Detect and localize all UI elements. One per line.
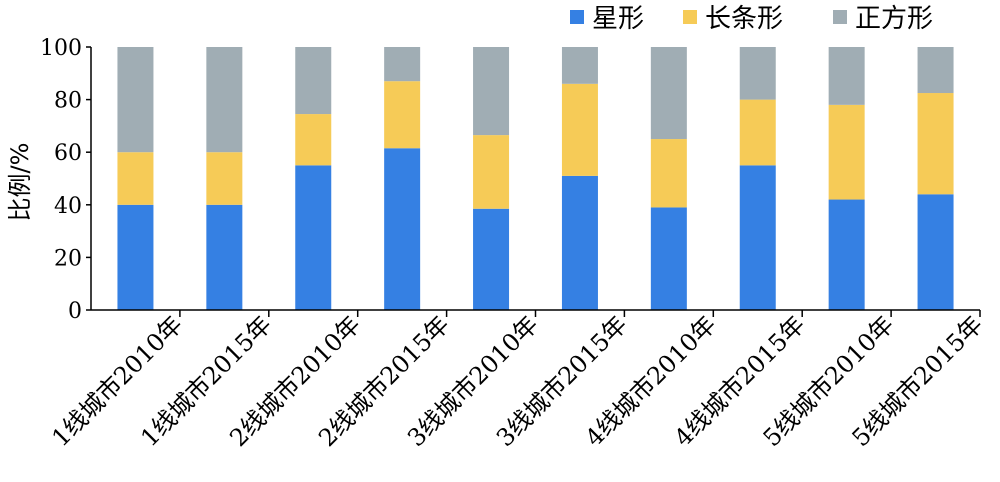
legend-swatch [570,10,584,24]
bar-segment-3-9 [828,47,865,105]
bar-segment-1-8 [739,165,776,310]
legend-label: 长条形 [705,4,783,34]
y-tick-label: 100 [40,36,82,61]
y-tick-label: 40 [54,194,82,219]
bar-segment-2-7 [650,139,687,208]
bar-segment-1-7 [650,207,687,310]
bar-segment-2-9 [828,104,865,200]
bar-segment-2-6 [561,83,598,176]
y-tick-label: 20 [54,246,82,271]
legend-label: 星形 [592,4,644,34]
bar-segment-3-10 [917,47,954,94]
y-tick-label: 80 [54,89,82,114]
bar-segment-3-2 [206,47,243,153]
bar-segment-1-2 [206,204,243,310]
y-tick-label: 0 [68,299,82,324]
bar-segment-3-7 [650,47,687,140]
bar-segment-3-8 [739,47,776,100]
bar-segment-1-1 [117,204,154,310]
bar-segment-2-1 [117,152,154,205]
x-ticks: 1线城市2010年1线城市2015年2线城市2010年2线城市2015年3线城市… [46,310,988,452]
bar-segment-3-5 [473,47,510,136]
y-axis-title: 比例/% [6,143,34,222]
legend-swatch [683,10,697,24]
bar-segment-1-9 [828,199,865,310]
bar-segment-1-3 [295,165,332,310]
bar-segment-1-5 [473,208,510,310]
bar-segment-1-6 [561,175,598,310]
bar-segment-3-4 [384,47,421,82]
bars-group [117,47,954,310]
y-ticks: 0 20 40 60 80 100 [40,36,91,324]
bar-segment-2-8 [739,99,776,166]
legend-swatch [833,10,847,24]
bar-segment-1-4 [384,148,421,310]
legend-label: 正方形 [855,4,933,34]
bar-segment-2-3 [295,114,332,166]
bar-segment-2-2 [206,152,243,205]
bar-segment-2-10 [917,93,954,195]
bar-segment-1-10 [917,194,954,310]
bar-segment-3-3 [295,47,332,115]
bar-segment-2-5 [473,135,510,209]
bar-segment-2-4 [384,81,421,149]
legend: 星形 长条形 正方形 [570,4,933,34]
y-tick-label: 60 [54,141,82,166]
bar-segment-3-1 [117,47,154,153]
bar-segment-3-6 [561,47,598,84]
